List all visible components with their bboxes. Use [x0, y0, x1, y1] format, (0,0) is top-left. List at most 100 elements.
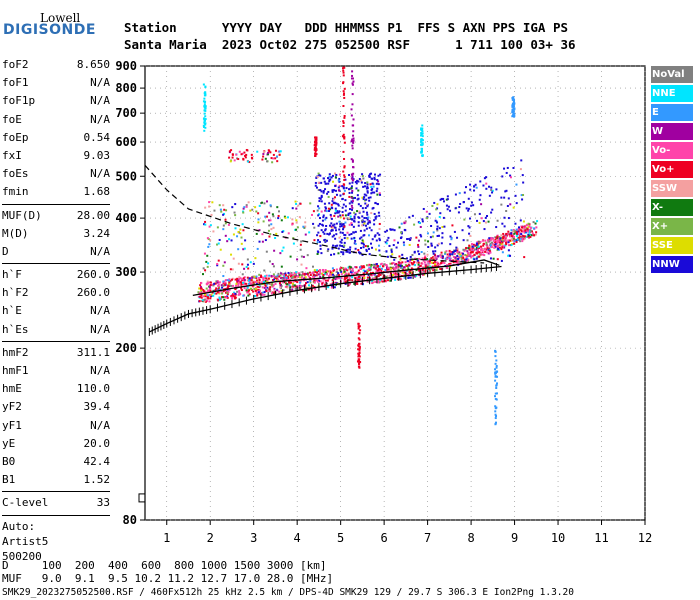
echo-point	[405, 257, 408, 260]
echo-point	[503, 225, 506, 228]
echo-point	[372, 273, 375, 276]
echo-point	[505, 209, 508, 212]
echo-point	[366, 245, 369, 248]
echo-point	[423, 271, 426, 274]
echo-point	[452, 251, 455, 254]
echo-point	[513, 232, 516, 235]
echo-point	[322, 214, 325, 217]
y-tick-label: 200	[115, 341, 137, 355]
echo-point	[417, 268, 420, 271]
echo-point	[216, 291, 219, 294]
x-tick-label: 12	[638, 531, 652, 545]
fmin-marker	[138, 493, 146, 503]
echo-point	[288, 281, 291, 284]
echo-point	[400, 266, 403, 269]
echo-point	[339, 240, 342, 243]
echo-point	[495, 236, 498, 239]
echo-point	[357, 358, 360, 361]
echo-point	[361, 207, 364, 210]
echo-point	[327, 233, 330, 236]
echo-point	[408, 216, 411, 219]
echo-point	[342, 186, 345, 189]
echo-point	[317, 239, 320, 242]
echo-point	[388, 244, 391, 247]
echo-point	[494, 417, 497, 420]
echo-point	[470, 201, 473, 204]
echo-point	[204, 295, 207, 298]
echo-point	[476, 256, 479, 259]
echo-point	[343, 276, 346, 279]
echo-point	[218, 299, 221, 302]
echo-point	[358, 347, 361, 350]
echo-point	[494, 239, 497, 242]
param-row: yF1 N/A	[2, 419, 110, 437]
echo-point	[521, 240, 524, 243]
param-label: foEp	[2, 130, 29, 144]
echo-point	[224, 222, 227, 225]
echo-point	[263, 202, 266, 205]
echo-point	[333, 253, 336, 256]
echo-point	[280, 272, 283, 275]
echo-point	[357, 344, 360, 347]
echo-point	[470, 250, 473, 253]
echo-point	[239, 281, 242, 284]
echo-point	[248, 277, 251, 280]
echo-point	[247, 290, 250, 293]
echo-point	[251, 281, 254, 284]
echo-point	[342, 251, 345, 254]
echo-point	[283, 281, 286, 284]
echo-point	[350, 187, 353, 190]
echo-point	[370, 263, 373, 266]
param-row: h`F2 260.0	[2, 286, 110, 304]
echo-point	[335, 233, 338, 236]
echo-point	[496, 249, 499, 252]
param-label: hmF2	[2, 345, 29, 359]
echo-point	[339, 244, 342, 247]
echo-point	[348, 182, 351, 185]
echo-point	[428, 267, 431, 270]
echo-point	[381, 280, 384, 283]
echo-point	[347, 212, 350, 215]
echo-point	[286, 216, 289, 219]
echo-point	[247, 201, 250, 204]
echo-point	[348, 251, 351, 254]
echo-point	[206, 254, 209, 257]
echo-point	[417, 239, 420, 242]
echo-point	[513, 107, 516, 110]
echo-point	[494, 395, 497, 398]
echo-point	[262, 220, 265, 223]
echo-point	[353, 217, 356, 220]
echo-point	[512, 111, 515, 114]
echo-point	[341, 214, 344, 217]
echo-point	[363, 274, 366, 277]
echo-point	[494, 413, 497, 416]
echo-point	[462, 248, 465, 251]
echo-point	[340, 251, 343, 254]
echo-point	[227, 223, 230, 226]
echo-point	[297, 204, 300, 207]
echo-point	[207, 245, 210, 248]
echo-point	[511, 96, 514, 99]
echo-point	[378, 281, 381, 284]
echo-point	[248, 293, 251, 296]
echo-point	[465, 247, 468, 250]
echo-point	[245, 289, 248, 292]
legend-item: SSW	[651, 180, 693, 197]
echo-point	[387, 266, 390, 269]
echo-point	[360, 282, 363, 285]
echo-point	[354, 181, 357, 184]
echo-point	[236, 235, 239, 238]
param-separator	[2, 514, 110, 516]
echo-point	[346, 275, 349, 278]
echo-point	[346, 237, 349, 240]
echo-point	[261, 293, 264, 296]
echo-point	[373, 264, 376, 267]
echo-point	[325, 210, 328, 213]
echo-point	[434, 264, 437, 267]
echo-point	[362, 246, 365, 249]
echo-point	[489, 242, 492, 245]
echo-point	[250, 279, 253, 282]
echo-point	[278, 153, 281, 156]
echo-point	[495, 366, 498, 369]
echo-point	[206, 237, 209, 240]
